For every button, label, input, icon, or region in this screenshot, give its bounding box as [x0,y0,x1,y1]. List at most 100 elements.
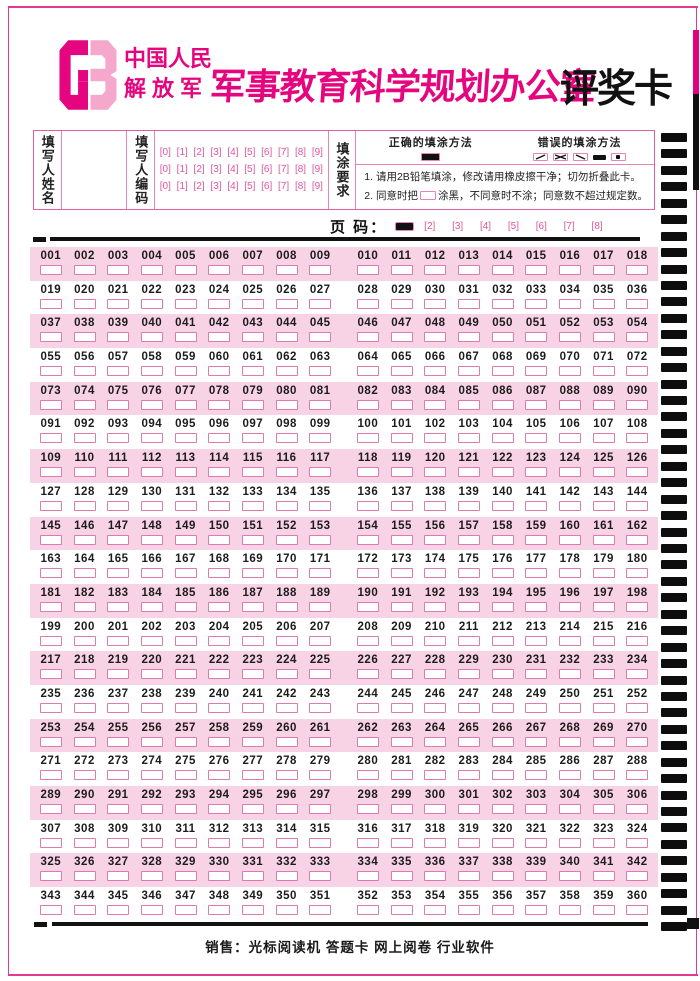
grid-bubble[interactable] [208,804,231,814]
grid-bubble[interactable] [491,635,514,646]
grid-bubble[interactable] [275,568,298,579]
grid-bubble[interactable] [626,332,649,343]
grid-bubble[interactable] [39,568,62,579]
grid-bubble[interactable] [174,635,197,646]
grid-bubble[interactable] [107,265,130,275]
grid-bubble[interactable] [626,366,649,377]
grid-bubble[interactable] [39,534,62,545]
grid-bubble[interactable] [208,568,231,579]
grid-bubble[interactable] [491,736,514,747]
grid-bubble[interactable] [558,736,581,747]
grid-bubble[interactable] [174,871,197,882]
grid-bubble[interactable] [208,871,231,882]
grid-bubble[interactable] [525,804,548,814]
grid-bubble[interactable] [626,534,649,545]
grid-bubble[interactable] [140,601,163,612]
grid-bubble[interactable] [390,265,413,275]
grid-bubble[interactable] [39,669,62,680]
grid-bubble[interactable] [356,635,379,646]
grid-bubble[interactable] [241,601,264,612]
grid-bubble[interactable] [525,871,548,882]
grid-bubble[interactable] [174,265,197,275]
grid-bubble[interactable] [525,568,548,579]
grid-bubble[interactable] [39,770,62,781]
grid-bubble[interactable] [73,366,96,377]
grid-bubble[interactable] [140,534,163,545]
grid-bubble[interactable] [626,702,649,713]
grid-bubble[interactable] [73,905,96,916]
grid-bubble[interactable] [626,804,649,814]
grid-bubble[interactable] [424,871,447,882]
grid-bubble[interactable] [73,467,96,478]
grid-bubble[interactable] [390,601,413,612]
grid-bubble[interactable] [174,770,197,781]
grid-bubble[interactable] [424,433,447,444]
grid-bubble[interactable] [174,804,197,814]
grid-bubble[interactable] [390,871,413,882]
grid-bubble[interactable] [275,332,298,343]
grid-bubble[interactable] [525,736,548,747]
grid-bubble[interactable] [356,265,379,275]
grid-bubble[interactable] [140,702,163,713]
grid-bubble[interactable] [491,905,514,916]
grid-bubble[interactable] [107,399,130,410]
grid-bubble[interactable] [626,669,649,680]
grid-bubble[interactable] [525,298,548,309]
grid-bubble[interactable] [309,669,332,680]
grid-bubble[interactable] [275,265,298,275]
grid-bubble[interactable] [275,635,298,646]
grid-bubble[interactable] [73,298,96,309]
grid-bubble[interactable] [356,601,379,612]
grid-bubble[interactable] [356,736,379,747]
grid-bubble[interactable] [558,770,581,781]
grid-bubble[interactable] [107,601,130,612]
grid-bubble[interactable] [39,601,62,612]
grid-bubble[interactable] [424,702,447,713]
grid-bubble[interactable] [491,298,514,309]
grid-bubble[interactable] [525,534,548,545]
grid-bubble[interactable] [626,298,649,309]
grid-bubble[interactable] [491,669,514,680]
grid-bubble[interactable] [275,366,298,377]
grid-bubble[interactable] [390,837,413,848]
grid-bubble[interactable] [107,366,130,377]
grid-bubble[interactable] [626,568,649,579]
grid-bubble[interactable] [592,702,615,713]
grid-bubble[interactable] [592,332,615,343]
grid-bubble[interactable] [309,905,332,916]
grid-bubble[interactable] [424,804,447,814]
grid-bubble[interactable] [241,500,264,511]
grid-bubble[interactable] [525,601,548,612]
grid-bubble[interactable] [457,601,480,612]
grid-bubble[interactable] [241,568,264,579]
grid-bubble[interactable] [457,534,480,545]
grid-bubble[interactable] [525,770,548,781]
grid-bubble[interactable] [208,702,231,713]
grid-bubble[interactable] [424,736,447,747]
grid-bubble[interactable] [457,736,480,747]
page-code-filled-bubble[interactable] [395,222,415,231]
grid-bubble[interactable] [592,399,615,410]
grid-bubble[interactable] [525,366,548,377]
grid-bubble[interactable] [390,500,413,511]
grid-bubble[interactable] [558,669,581,680]
grid-bubble[interactable] [525,905,548,916]
grid-bubble[interactable] [208,298,231,309]
grid-bubble[interactable] [424,601,447,612]
grid-bubble[interactable] [174,837,197,848]
grid-bubble[interactable] [140,298,163,309]
grid-bubble[interactable] [140,871,163,882]
grid-bubble[interactable] [558,399,581,410]
grid-bubble[interactable] [309,804,332,814]
grid-bubble[interactable] [107,467,130,478]
grid-bubble[interactable] [356,905,379,916]
grid-bubble[interactable] [73,770,96,781]
grid-bubble[interactable] [275,905,298,916]
grid-bubble[interactable] [73,332,96,343]
grid-bubble[interactable] [309,568,332,579]
grid-bubble[interactable] [73,433,96,444]
grid-bubble[interactable] [107,332,130,343]
grid-bubble[interactable] [275,298,298,309]
grid-bubble[interactable] [457,298,480,309]
grid-bubble[interactable] [39,366,62,377]
